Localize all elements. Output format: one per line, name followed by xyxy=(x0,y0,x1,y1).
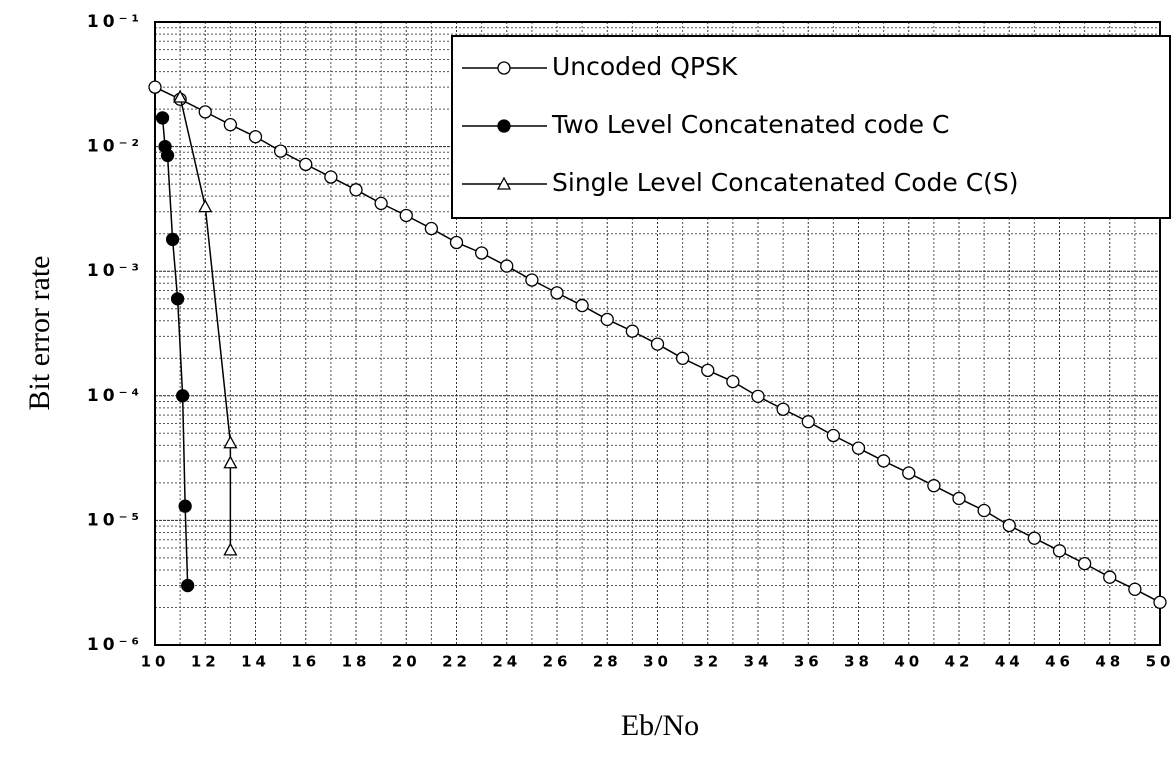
x-tick-label: 34 xyxy=(744,653,773,671)
y-axis-label: Bit error rate xyxy=(23,256,56,411)
x-tick-label: 12 xyxy=(191,653,220,671)
legend-label: Two Level Concatenated code C xyxy=(551,110,949,139)
x-tick-label: 44 xyxy=(995,653,1024,671)
data-point xyxy=(349,183,363,197)
x-axis-label: Eb/No xyxy=(621,709,699,742)
data-point xyxy=(170,292,185,306)
data-point xyxy=(977,503,991,518)
data-point xyxy=(160,148,175,163)
data-point xyxy=(851,441,866,455)
x-tick-label: 28 xyxy=(593,653,622,671)
legend-label: Uncoded QPSK xyxy=(552,52,738,81)
data-point xyxy=(1002,518,1016,533)
y-tick-label: 10⁻¹ xyxy=(87,12,143,32)
data-point xyxy=(449,235,464,250)
data-point xyxy=(178,499,192,513)
x-tick-label: 46 xyxy=(1045,653,1074,671)
data-point xyxy=(198,199,213,213)
data-point xyxy=(701,363,715,378)
data-point xyxy=(223,455,238,469)
series-line xyxy=(161,117,189,586)
data-point xyxy=(181,578,195,593)
data-point xyxy=(952,491,966,506)
plot-frame xyxy=(154,21,1161,646)
x-tick-label: 48 xyxy=(1095,653,1124,671)
data-point xyxy=(650,337,665,351)
x-tick-label: 50 xyxy=(1146,653,1174,671)
data-point xyxy=(399,208,413,223)
x-tick-label: 30 xyxy=(643,653,672,671)
data-point xyxy=(198,105,212,119)
data-point xyxy=(625,324,640,338)
y-tick-label: 10⁻⁴ xyxy=(87,386,143,406)
data-point xyxy=(751,389,765,403)
data-point xyxy=(273,144,288,158)
x-tick-label: 38 xyxy=(844,653,873,671)
data-point xyxy=(675,351,690,365)
data-point xyxy=(826,428,841,443)
data-point xyxy=(1128,582,1142,596)
x-tick-label: 26 xyxy=(543,653,572,671)
x-tick-label: 40 xyxy=(894,653,923,671)
data-point xyxy=(550,286,564,300)
data-point xyxy=(927,479,941,493)
data-point xyxy=(165,232,180,247)
legend-marker xyxy=(497,61,511,75)
data-point xyxy=(223,435,238,449)
x-tick-label: 20 xyxy=(392,653,421,671)
data-point xyxy=(726,374,740,389)
data-point xyxy=(776,402,790,416)
legend-marker xyxy=(496,176,512,190)
y-tick-label: 10⁻⁶ xyxy=(87,635,143,655)
data-point xyxy=(876,454,891,468)
data-point xyxy=(575,298,589,313)
x-tick-label: 18 xyxy=(342,653,371,671)
data-point xyxy=(374,196,388,211)
data-point xyxy=(324,170,338,184)
legend-marker xyxy=(497,119,511,133)
x-tick-label: 22 xyxy=(442,653,471,671)
data-point xyxy=(1153,595,1167,609)
data-point xyxy=(1052,544,1067,558)
x-tick-label: 10 xyxy=(141,653,170,671)
data-point xyxy=(1103,570,1117,584)
data-point xyxy=(148,80,162,94)
data-point xyxy=(248,130,263,144)
legend-label: Single Level Concatenated Code C(S) xyxy=(552,168,1019,197)
x-tick-label: 16 xyxy=(291,653,320,671)
y-tick-label: 10⁻² xyxy=(87,137,143,157)
data-point xyxy=(223,542,238,556)
x-tick-label: 42 xyxy=(945,653,974,671)
data-point xyxy=(500,259,514,273)
y-tick-label: 10⁻⁵ xyxy=(87,510,143,530)
data-point xyxy=(299,157,313,172)
x-tick-label: 24 xyxy=(492,653,521,671)
data-point xyxy=(525,273,539,287)
x-tick-label: 32 xyxy=(693,653,722,671)
legend-box xyxy=(451,35,1171,219)
data-point xyxy=(175,389,190,403)
data-point xyxy=(173,89,188,103)
data-point xyxy=(600,312,614,327)
data-point xyxy=(155,111,170,125)
data-point xyxy=(1077,556,1092,571)
data-point xyxy=(474,246,489,260)
x-tick-label: 36 xyxy=(794,653,823,671)
x-tick-label: 14 xyxy=(241,653,270,671)
data-point xyxy=(801,415,815,429)
data-point xyxy=(223,118,238,132)
y-tick-label: 10⁻³ xyxy=(87,261,143,281)
data-point xyxy=(1027,531,1042,545)
data-point xyxy=(424,221,439,236)
data-point xyxy=(902,466,916,480)
